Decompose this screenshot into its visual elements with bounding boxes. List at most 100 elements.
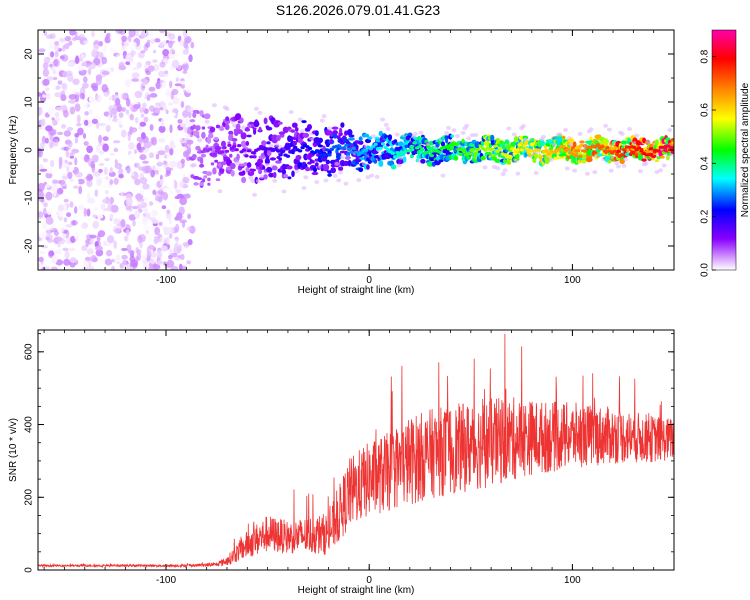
heatmap-noise-cell	[159, 137, 166, 143]
heatmap-ridge-cell	[429, 154, 434, 158]
heatmap-noise-cell	[130, 172, 135, 177]
heatmap-noise-cell	[140, 82, 146, 92]
heatmap-noise-cell	[86, 248, 94, 255]
heatmap-noise-cell	[54, 85, 61, 90]
heatmap-noise-cell	[76, 122, 82, 127]
heatmap-noise-cell	[45, 216, 54, 225]
heatmap-noise-cell	[150, 137, 155, 144]
heatmap-noise-cell	[44, 137, 49, 144]
heatmap-noise-cell	[82, 102, 88, 109]
heatmap-noise-cell	[86, 179, 93, 188]
heatmap-noise-cell	[82, 40, 89, 45]
heatmap-noise-cell	[163, 160, 168, 166]
heatmap-noise-cell	[38, 147, 42, 156]
heatmap-noise-cell	[142, 262, 150, 270]
heatmap-ridge-cell	[293, 145, 298, 149]
heatmap-noise-cell	[163, 114, 171, 122]
heatmap-halo-cell	[638, 169, 643, 174]
heatmap-halo-cell	[314, 180, 320, 184]
heatmap-ridge-cell	[278, 153, 283, 157]
heatmap-ridge-cell	[222, 146, 227, 150]
heatmap-noise-cell	[136, 197, 145, 203]
heatmap-noise-cell	[181, 64, 187, 69]
heatmap-noise-cell	[169, 187, 173, 195]
heatmap-noise-cell	[146, 39, 151, 45]
heatmap-signal-cell	[366, 164, 370, 170]
heatmap-noise-cell	[150, 169, 156, 178]
heatmap-noise-cell	[59, 55, 65, 60]
heatmap-noise-cell	[175, 77, 180, 82]
heatmap-noise-cell	[156, 161, 164, 167]
heatmap-noise-cell	[156, 249, 163, 259]
heatmap-noise-cell	[179, 196, 188, 206]
heatmap-halo-cell	[385, 126, 391, 131]
heatmap-halo-cell	[515, 171, 521, 176]
heatmap-signal-cell	[513, 136, 519, 143]
heatmap-signal-cell	[654, 159, 659, 163]
heatmap-signal-cell	[338, 131, 343, 137]
heatmap-noise-cell	[121, 35, 127, 42]
heatmap-signal-cell	[278, 157, 283, 161]
heatmap-noise-cell	[43, 30, 48, 36]
heatmap-signal-cell	[209, 126, 216, 133]
heatmap-noise-cell	[115, 97, 121, 106]
heatmap-noise-cell	[50, 159, 55, 168]
heatmap-noise-cell	[94, 189, 99, 197]
heatmap-noise-cell	[172, 144, 176, 149]
heatmap-noise-cell	[124, 53, 133, 62]
heatmap-signal-cell	[346, 152, 350, 157]
heatmap-ridge-cell	[595, 143, 600, 147]
heatmap-noise-cell	[101, 56, 108, 65]
heatmap-signal-cell	[586, 157, 593, 163]
heatmap-noise-cell	[127, 249, 135, 255]
heatmap-signal-cell	[484, 139, 490, 147]
heatmap-noise-cell	[135, 247, 139, 254]
heatmap-halo-cell	[506, 126, 512, 131]
heatmap-noise-cell	[118, 173, 124, 179]
heatmap-noise-cell	[118, 112, 124, 118]
heatmap-noise-cell	[43, 202, 48, 208]
heatmap-noise-cell	[62, 45, 66, 52]
heatmap-signal-cell	[579, 140, 585, 144]
heatmap-ridge-cell	[605, 146, 610, 150]
heatmap-noise-cell	[176, 93, 184, 99]
heatmap-ridge-cell	[373, 142, 378, 146]
heatmap-signal-cell	[367, 136, 373, 140]
heatmap-halo-cell	[658, 168, 664, 173]
heatmap-noise-cell	[137, 51, 145, 59]
heatmap-noise-cell	[83, 208, 87, 217]
heatmap-ridge-cell	[285, 154, 291, 158]
heatmap-noise-cell	[180, 229, 186, 235]
heatmap-halo-cell	[332, 173, 338, 178]
heatmap-halo-cell	[444, 131, 450, 135]
heatmap-ridge-cell	[478, 144, 483, 148]
heatmap-signal-cell	[224, 124, 230, 131]
heatmap-signal-cell	[445, 138, 449, 144]
heatmap-halo-cell	[563, 128, 568, 132]
heatmap-noise-cell	[69, 152, 76, 156]
heatmap-noise-cell	[121, 129, 127, 138]
heatmap-halo-cell	[588, 127, 594, 132]
heatmap-x-ticks: -100 0 100	[43, 30, 675, 286]
heatmap-noise-cell	[80, 69, 88, 74]
heatmap-noise-cell	[78, 66, 84, 71]
heatmap-noise-cell	[146, 251, 152, 259]
heatmap-halo-cell	[211, 103, 217, 108]
heatmap-halo-cell	[303, 175, 309, 180]
heatmap-halo-cell	[614, 161, 620, 166]
heatmap-noise-cell	[179, 180, 185, 188]
heatmap-noise-cell	[128, 30, 136, 38]
heatmap-noise-cell	[144, 197, 149, 201]
heatmap-noise-cell	[88, 95, 96, 104]
heatmap-halo-cell	[667, 128, 673, 132]
heatmap-halo-cell	[199, 181, 205, 186]
heatmap-noise-cell	[140, 50, 146, 54]
heatmap-noise-cell	[164, 173, 169, 177]
heatmap-noise-cell	[140, 30, 149, 38]
heatmap-noise-cell	[169, 148, 174, 156]
heatmap-noise-cell	[168, 33, 176, 40]
heatmap-ridge-cell	[510, 147, 515, 151]
heatmap-noise-cell	[182, 70, 188, 74]
heatmap-noise-cell	[69, 257, 77, 264]
